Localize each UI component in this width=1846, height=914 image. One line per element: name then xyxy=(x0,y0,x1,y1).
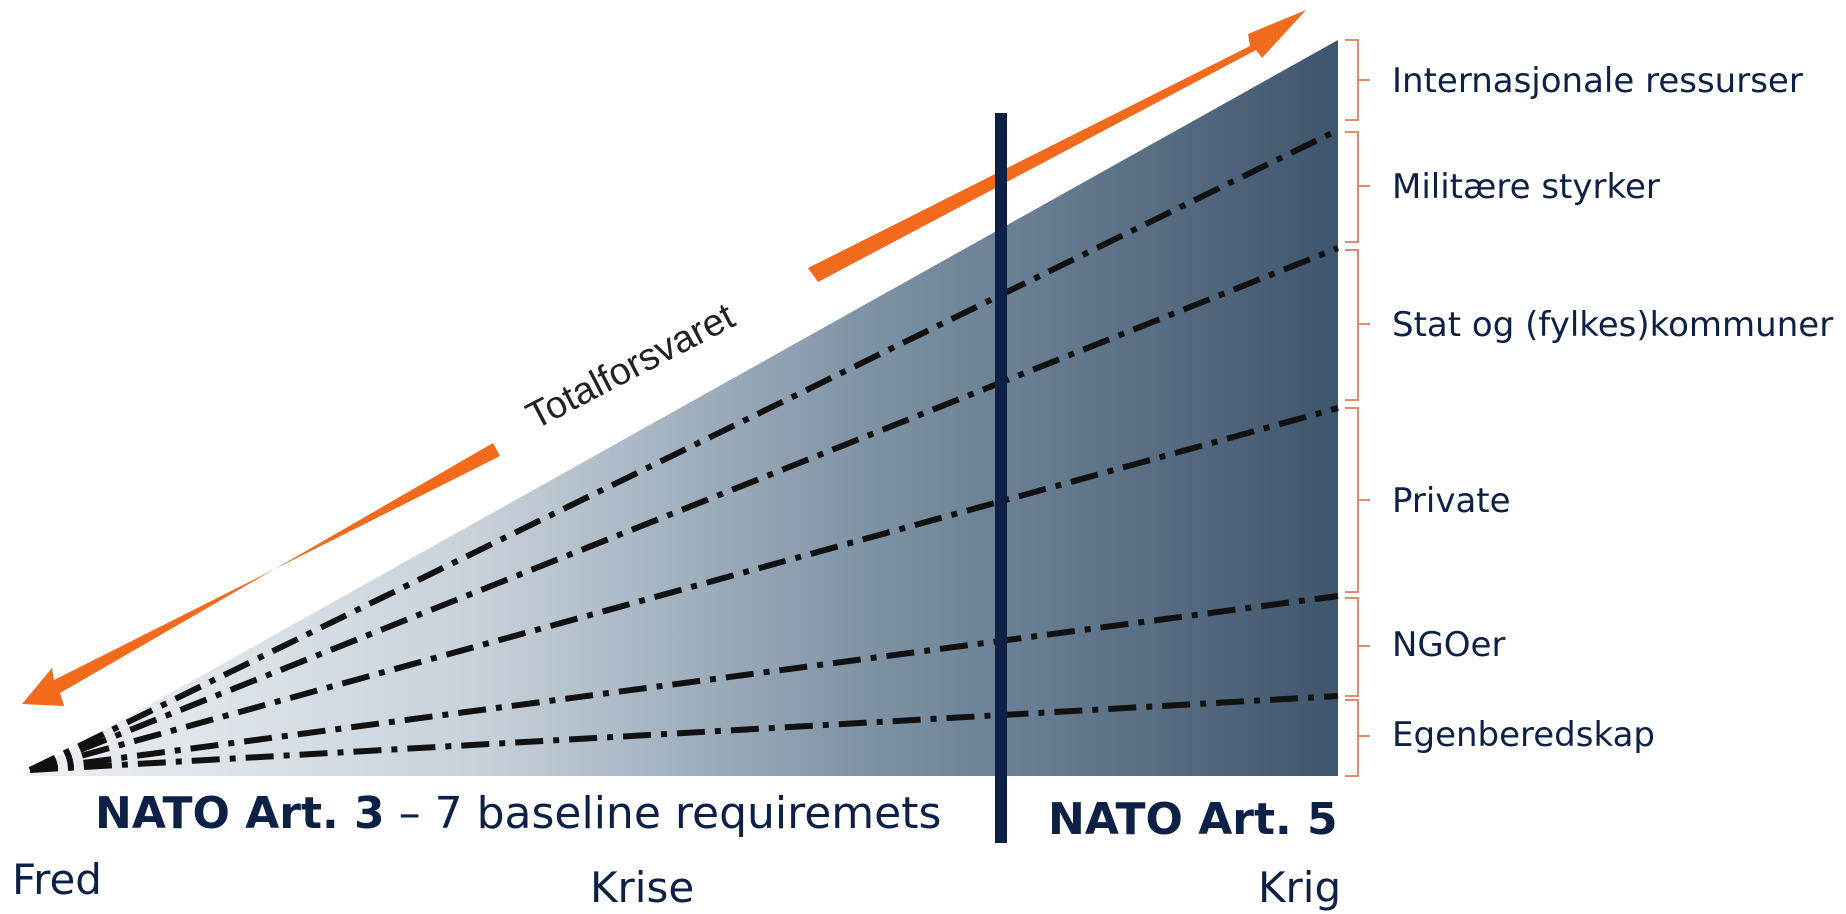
art3-rest: – 7 baseline requiremets xyxy=(385,788,942,839)
arrow-up-right xyxy=(808,10,1306,282)
art3-bold: NATO Art. 3 xyxy=(95,788,385,839)
layer-label-private: Private xyxy=(1392,481,1511,521)
boundary-line-2 xyxy=(28,245,1340,773)
arrow-left-icon xyxy=(22,443,500,706)
boundary-line-3 xyxy=(29,405,1339,773)
bracket-militaere xyxy=(1345,131,1370,243)
layer-label-internasjonale: Internasjonale ressurser xyxy=(1392,61,1803,101)
arrow-down-left xyxy=(22,443,500,706)
bracket-egenberedskap xyxy=(1345,699,1370,777)
art3-caption: NATO Art. 3 – 7 baseline requiremets xyxy=(95,788,941,839)
bracket-stat xyxy=(1345,249,1370,401)
bracket-ngoer xyxy=(1345,597,1370,697)
layer-label-stat: Stat og (fylkes)kommuner xyxy=(1392,305,1833,345)
layer-boundaries xyxy=(28,127,1340,773)
boundary-line-1 xyxy=(28,127,1340,773)
boundary-line-4 xyxy=(29,593,1339,773)
art5-divider xyxy=(995,113,1007,843)
layer-labels: Internasjonale ressurser Militære styrke… xyxy=(1392,61,1833,755)
phase-fred: Fred xyxy=(12,855,102,904)
layer-label-egenberedskap: Egenberedskap xyxy=(1392,715,1655,755)
art5-caption: NATO Art. 5 xyxy=(1048,794,1338,845)
wedge-shape xyxy=(22,40,1338,776)
phase-krig: Krig xyxy=(1258,863,1341,912)
bracket-private xyxy=(1345,407,1370,593)
phase-krise: Krise xyxy=(590,863,694,912)
boundary-line-5 xyxy=(29,693,1339,773)
arrow-right-icon xyxy=(808,10,1306,282)
bracket-internasjonale xyxy=(1345,39,1370,121)
layer-label-militaere: Militære styrker xyxy=(1392,167,1660,207)
layer-label-ngoer: NGOer xyxy=(1392,625,1505,665)
layer-brackets xyxy=(1345,39,1370,777)
